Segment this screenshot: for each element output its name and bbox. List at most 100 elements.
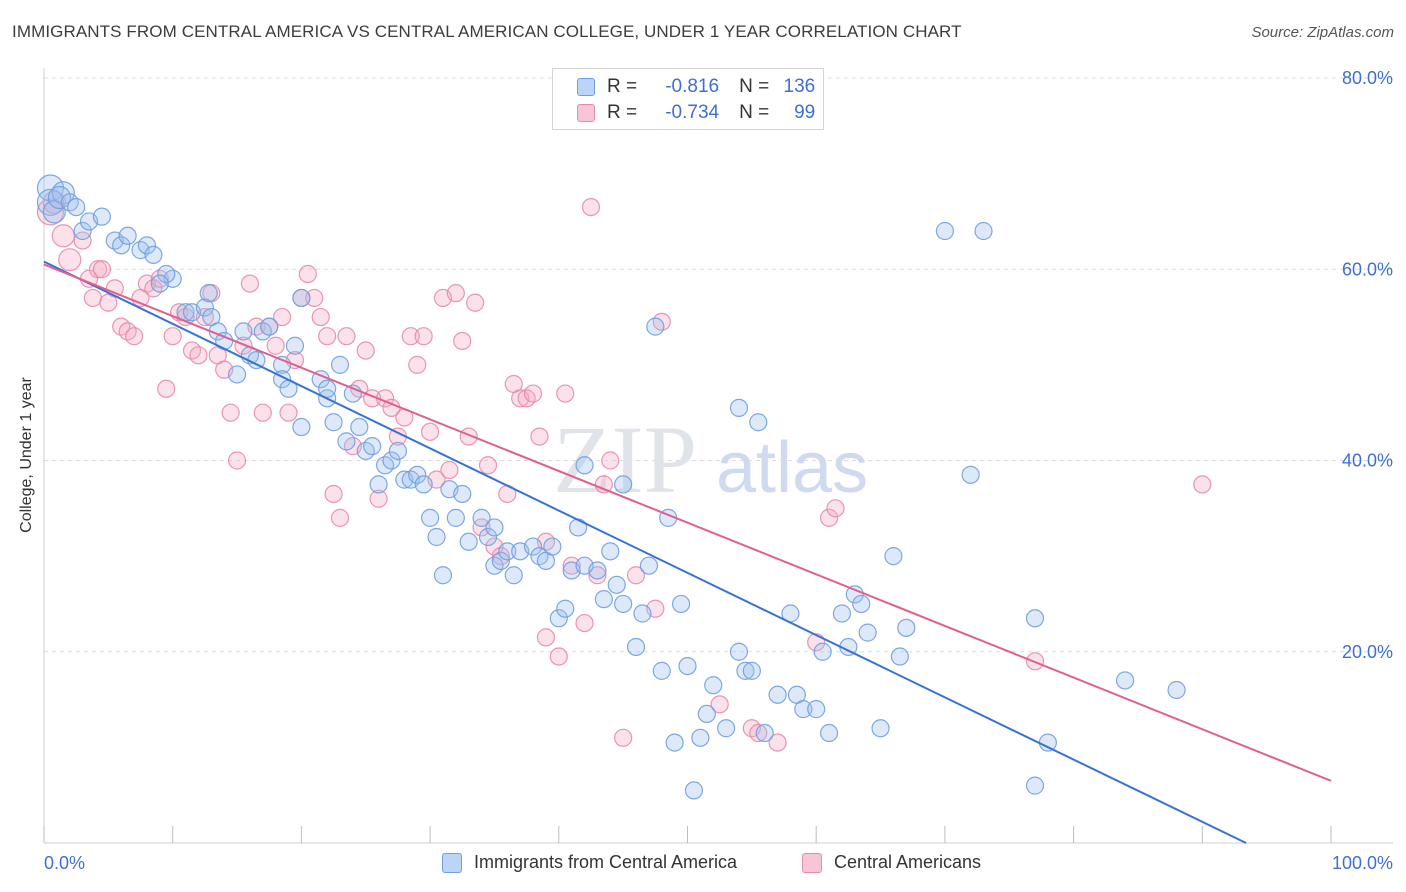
data-point bbox=[92, 207, 112, 226]
data-point bbox=[330, 508, 350, 527]
data-point bbox=[58, 248, 82, 272]
data-point bbox=[427, 527, 446, 547]
trend-lines bbox=[43, 260, 1332, 844]
data-point bbox=[382, 451, 401, 470]
data-point bbox=[717, 719, 736, 738]
data-point bbox=[749, 723, 768, 743]
data-point bbox=[247, 350, 266, 370]
data-point bbox=[195, 298, 214, 317]
watermark-zip: ZIP bbox=[553, 406, 697, 513]
data-point bbox=[446, 508, 465, 527]
legend-item-central-americans[interactable]: Central Americans bbox=[802, 852, 981, 873]
data-point bbox=[626, 566, 646, 585]
data-point bbox=[575, 613, 594, 633]
data-point bbox=[691, 728, 710, 747]
data-point bbox=[272, 355, 292, 374]
data-point bbox=[189, 346, 208, 365]
data-point bbox=[453, 331, 472, 351]
data-point bbox=[144, 245, 163, 265]
legend-swatch-blue bbox=[442, 852, 462, 873]
data-point bbox=[871, 719, 890, 738]
n-value: 99 bbox=[794, 102, 816, 123]
data-point bbox=[832, 604, 852, 623]
data-point bbox=[1025, 776, 1045, 795]
data-point bbox=[311, 307, 330, 327]
data-point bbox=[453, 484, 472, 504]
data-point bbox=[51, 181, 75, 205]
data-point bbox=[440, 460, 459, 480]
data-point bbox=[478, 527, 498, 547]
data-point bbox=[549, 609, 568, 628]
n-label: N = bbox=[739, 76, 770, 97]
data-point bbox=[446, 284, 465, 303]
data-point bbox=[92, 260, 112, 279]
data-point bbox=[414, 327, 433, 346]
data-point bbox=[491, 551, 510, 571]
data-point bbox=[575, 456, 594, 475]
data-point bbox=[73, 231, 92, 250]
data-point bbox=[1025, 609, 1045, 628]
data-point bbox=[935, 221, 955, 241]
data-point bbox=[324, 413, 343, 432]
data-point bbox=[388, 441, 408, 461]
data-point bbox=[768, 733, 787, 752]
legend-label: Immigrants from Central America bbox=[474, 852, 738, 872]
data-point bbox=[961, 465, 980, 484]
data-point bbox=[665, 733, 684, 752]
data-point bbox=[369, 489, 388, 508]
legend-swatch-pink bbox=[802, 852, 822, 873]
data-point bbox=[498, 542, 517, 561]
data-point bbox=[1167, 680, 1186, 700]
data-point bbox=[768, 685, 787, 704]
data-point bbox=[729, 398, 749, 418]
data-point bbox=[626, 637, 646, 657]
data-point bbox=[124, 327, 144, 346]
data-point bbox=[337, 327, 356, 346]
data-point bbox=[472, 518, 491, 537]
data-point bbox=[234, 322, 253, 341]
data-point bbox=[607, 575, 626, 594]
data-point bbox=[614, 475, 633, 494]
data-point bbox=[272, 307, 292, 327]
legend-swatch-pink bbox=[577, 104, 595, 122]
data-point bbox=[819, 508, 839, 527]
data-point bbox=[807, 700, 826, 719]
data-point bbox=[472, 508, 491, 527]
data-point bbox=[974, 221, 993, 241]
data-point bbox=[330, 355, 350, 374]
trend-line-pink bbox=[43, 263, 1332, 782]
data-point bbox=[504, 566, 523, 585]
data-point bbox=[279, 403, 298, 422]
data-point bbox=[601, 542, 620, 561]
source-credit: Source: ZipAtlas.com bbox=[1251, 24, 1394, 41]
data-point bbox=[549, 647, 568, 666]
legend-item-immigrants[interactable]: Immigrants from Central America bbox=[442, 852, 737, 873]
data-point bbox=[736, 661, 755, 680]
data-point bbox=[240, 274, 260, 293]
data-point bbox=[305, 288, 324, 308]
data-point bbox=[794, 700, 813, 719]
data-point bbox=[433, 566, 453, 585]
data-point bbox=[88, 260, 108, 279]
data-point bbox=[697, 704, 716, 724]
data-point bbox=[614, 728, 633, 747]
data-point bbox=[536, 628, 556, 647]
series-legend: Immigrants from Central America Central … bbox=[0, 852, 1406, 876]
legend-swatch-blue bbox=[577, 78, 595, 96]
n-label: N = bbox=[739, 102, 770, 123]
data-point bbox=[1038, 733, 1057, 752]
data-point bbox=[556, 599, 575, 618]
data-point bbox=[530, 427, 549, 446]
y-tick-labels: 20.0% 40.0% 60.0% 80.0% bbox=[1342, 68, 1393, 662]
data-point bbox=[755, 723, 774, 743]
data-point bbox=[652, 661, 671, 680]
data-point bbox=[260, 317, 279, 336]
data-point bbox=[485, 518, 504, 537]
y-tick-label-80: 80.0% bbox=[1342, 68, 1393, 88]
data-point bbox=[318, 379, 337, 398]
data-point bbox=[363, 437, 382, 456]
data-point bbox=[523, 384, 543, 403]
data-point bbox=[646, 317, 665, 336]
data-point bbox=[729, 642, 749, 661]
chart-title: IMMIGRANTS FROM CENTRAL AMERICA VS CENTR… bbox=[12, 22, 962, 41]
